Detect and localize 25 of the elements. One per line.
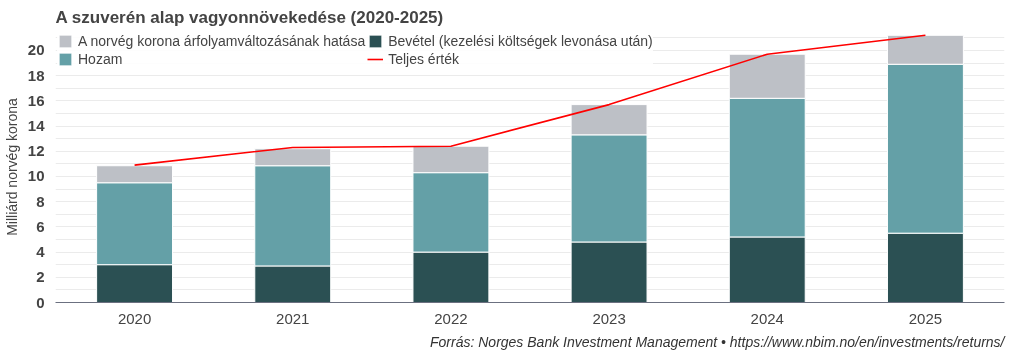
y-tick-label: 8 [36, 192, 45, 210]
y-tick-label: 4 [36, 243, 46, 261]
y-tick-label: 18 [27, 66, 45, 84]
legend-label: A norvég korona árfolyamváltozásának hatása [78, 33, 366, 49]
x-tick-label: 2020 [117, 309, 152, 327]
y-tick-label: 6 [36, 217, 45, 235]
legend-label: Bevétel (kezelési költségek levonása után) [388, 33, 653, 49]
legend-label: Teljes érték [388, 51, 459, 67]
x-tick-label: 2023 [592, 309, 626, 327]
y-tick-label: 0 [36, 293, 45, 311]
chart-title: A szuverén alap vagyonnövekedése (2020-2025) [55, 7, 444, 27]
x-tick-label: 2025 [908, 309, 943, 327]
legend-label: Hozam [78, 51, 123, 67]
y-tick-label: 20 [27, 41, 45, 59]
x-tick-label: 2022 [434, 309, 468, 327]
x-tick-label: 2021 [276, 309, 310, 327]
y-tick-label: 14 [27, 117, 46, 135]
y-tick-label: 10 [27, 167, 45, 185]
text: Forrás: Norges Bank Investment Management • https://www.nbim.no/en/investments/returns/ [430, 333, 1007, 350]
x-tick-label: 2024 [750, 309, 784, 327]
y-axis-title: Milliárd norvég korona [3, 97, 20, 236]
line-series [133, 34, 927, 166]
y-tick-label: 16 [27, 91, 45, 109]
y-tick-label: 2 [36, 268, 45, 286]
y-tick-label: 12 [27, 142, 45, 160]
